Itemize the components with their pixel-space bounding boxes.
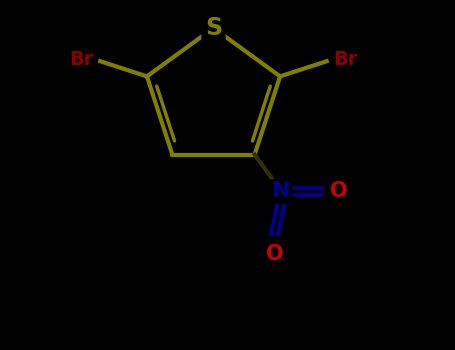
Text: Br: Br (69, 50, 94, 69)
Text: S: S (205, 16, 222, 40)
Text: O: O (266, 244, 283, 264)
Text: Br: Br (334, 50, 358, 69)
Text: N: N (272, 181, 291, 202)
Text: O: O (330, 181, 348, 202)
